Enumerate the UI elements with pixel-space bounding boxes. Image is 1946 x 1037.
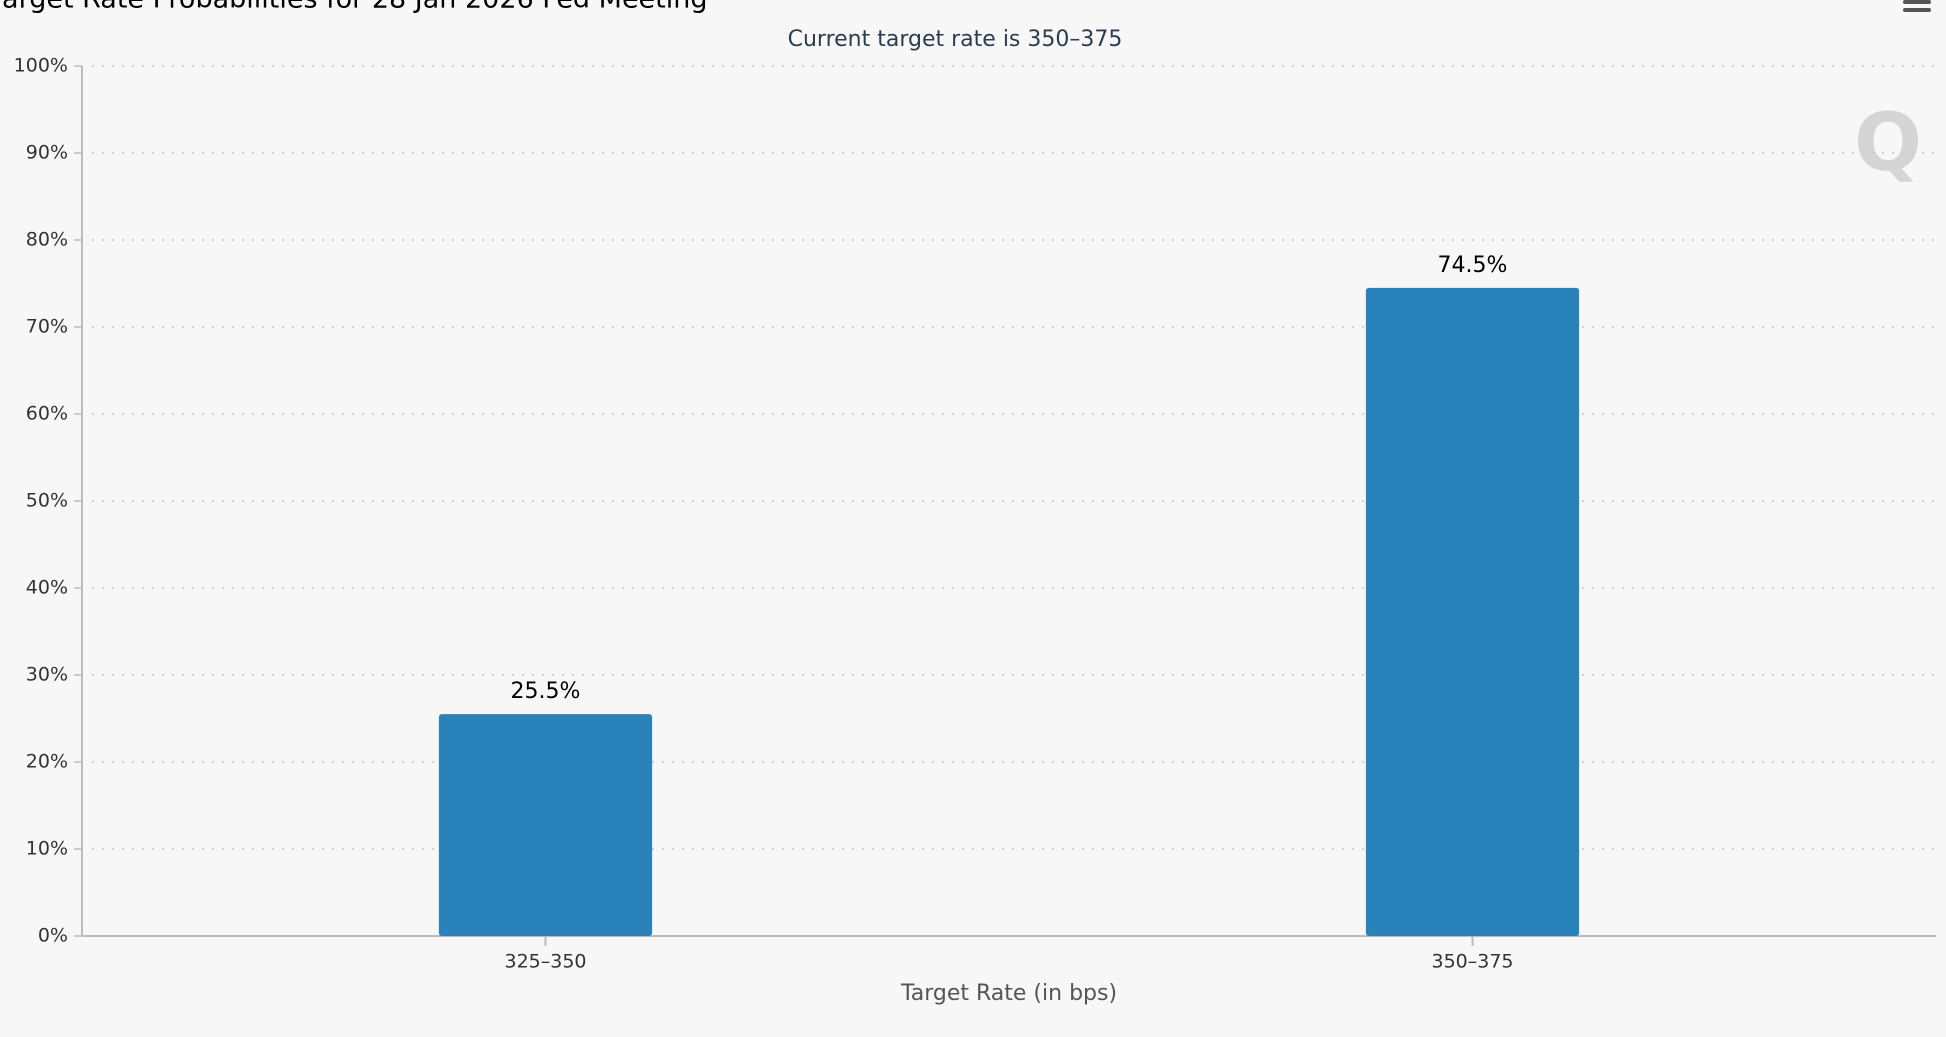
y-tick-label: 90% — [26, 142, 68, 164]
y-tick-label: 10% — [26, 838, 68, 860]
x-tick-label: 325–350 — [504, 951, 586, 973]
menu-bar[interactable] — [1903, 8, 1931, 12]
chart-title: Target Rate Probabilities for 28 Jan 202… — [0, 0, 708, 15]
value-label: 25.5% — [511, 679, 581, 704]
x-tick-label: 350–375 — [1431, 951, 1513, 973]
y-tick-label: 60% — [26, 403, 68, 425]
watermark-logo: Q — [1854, 96, 1922, 189]
x-axis-title: Target Rate (in bps) — [900, 981, 1117, 1006]
y-tick-label: 30% — [26, 664, 68, 686]
watermark: Q — [1854, 96, 1922, 189]
menu-bar[interactable] — [1903, 0, 1931, 4]
y-tick-label: 40% — [26, 577, 68, 599]
menu-icon[interactable] — [1903, 0, 1931, 12]
bar — [1365, 287, 1580, 937]
y-tick-label: 70% — [26, 316, 68, 338]
y-tick-label: 50% — [26, 490, 68, 512]
chart-subtitle: Current target rate is 350–375 — [788, 27, 1123, 52]
y-tick-label: 80% — [26, 229, 68, 251]
y-tick-label: 100% — [14, 55, 68, 77]
y-tick-label: 20% — [26, 751, 68, 773]
value-label: 74.5% — [1438, 253, 1508, 278]
y-tick-label: 0% — [38, 925, 68, 947]
bar — [438, 714, 653, 936]
